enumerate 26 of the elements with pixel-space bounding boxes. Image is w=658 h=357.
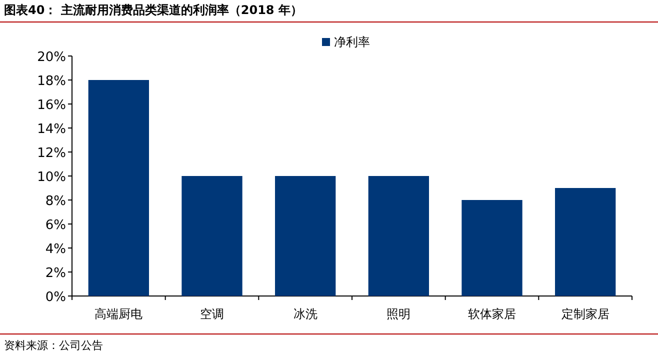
text: 资料来源：公司公告 [4, 339, 103, 352]
y-tick-label: 0% [45, 290, 66, 305]
x-tick-label: 高端厨电 [94, 307, 143, 321]
x-tick-label: 定制家居 [561, 307, 610, 321]
x-tick-label: 照明 [386, 307, 411, 321]
bar [182, 176, 242, 296]
x-tick-label: 软体家居 [468, 307, 516, 321]
bar [555, 188, 616, 296]
y-tick-label: 16% [37, 98, 66, 113]
y-tick-label: 10% [37, 170, 66, 185]
y-tick-label: 6% [45, 218, 66, 233]
y-tick-label: 2% [45, 266, 66, 281]
y-tick-label: 4% [45, 242, 66, 257]
bar [462, 200, 522, 296]
x-tick-label: 空调 [200, 307, 224, 321]
bar [368, 176, 429, 296]
chart-title: 图表40： 主流耐用消费品类渠道的利润率（2018 年） [4, 3, 302, 17]
bar [275, 176, 336, 296]
y-tick-label: 14% [37, 122, 66, 137]
legend-label: 净利率 [334, 35, 370, 49]
y-tick-label: 12% [37, 146, 66, 161]
x-tick-label: 冰洗 [293, 307, 318, 321]
y-tick-label: 20% [37, 50, 66, 65]
bar [88, 80, 149, 296]
y-tick-label: 18% [37, 74, 66, 89]
y-tick-label: 8% [45, 194, 66, 209]
